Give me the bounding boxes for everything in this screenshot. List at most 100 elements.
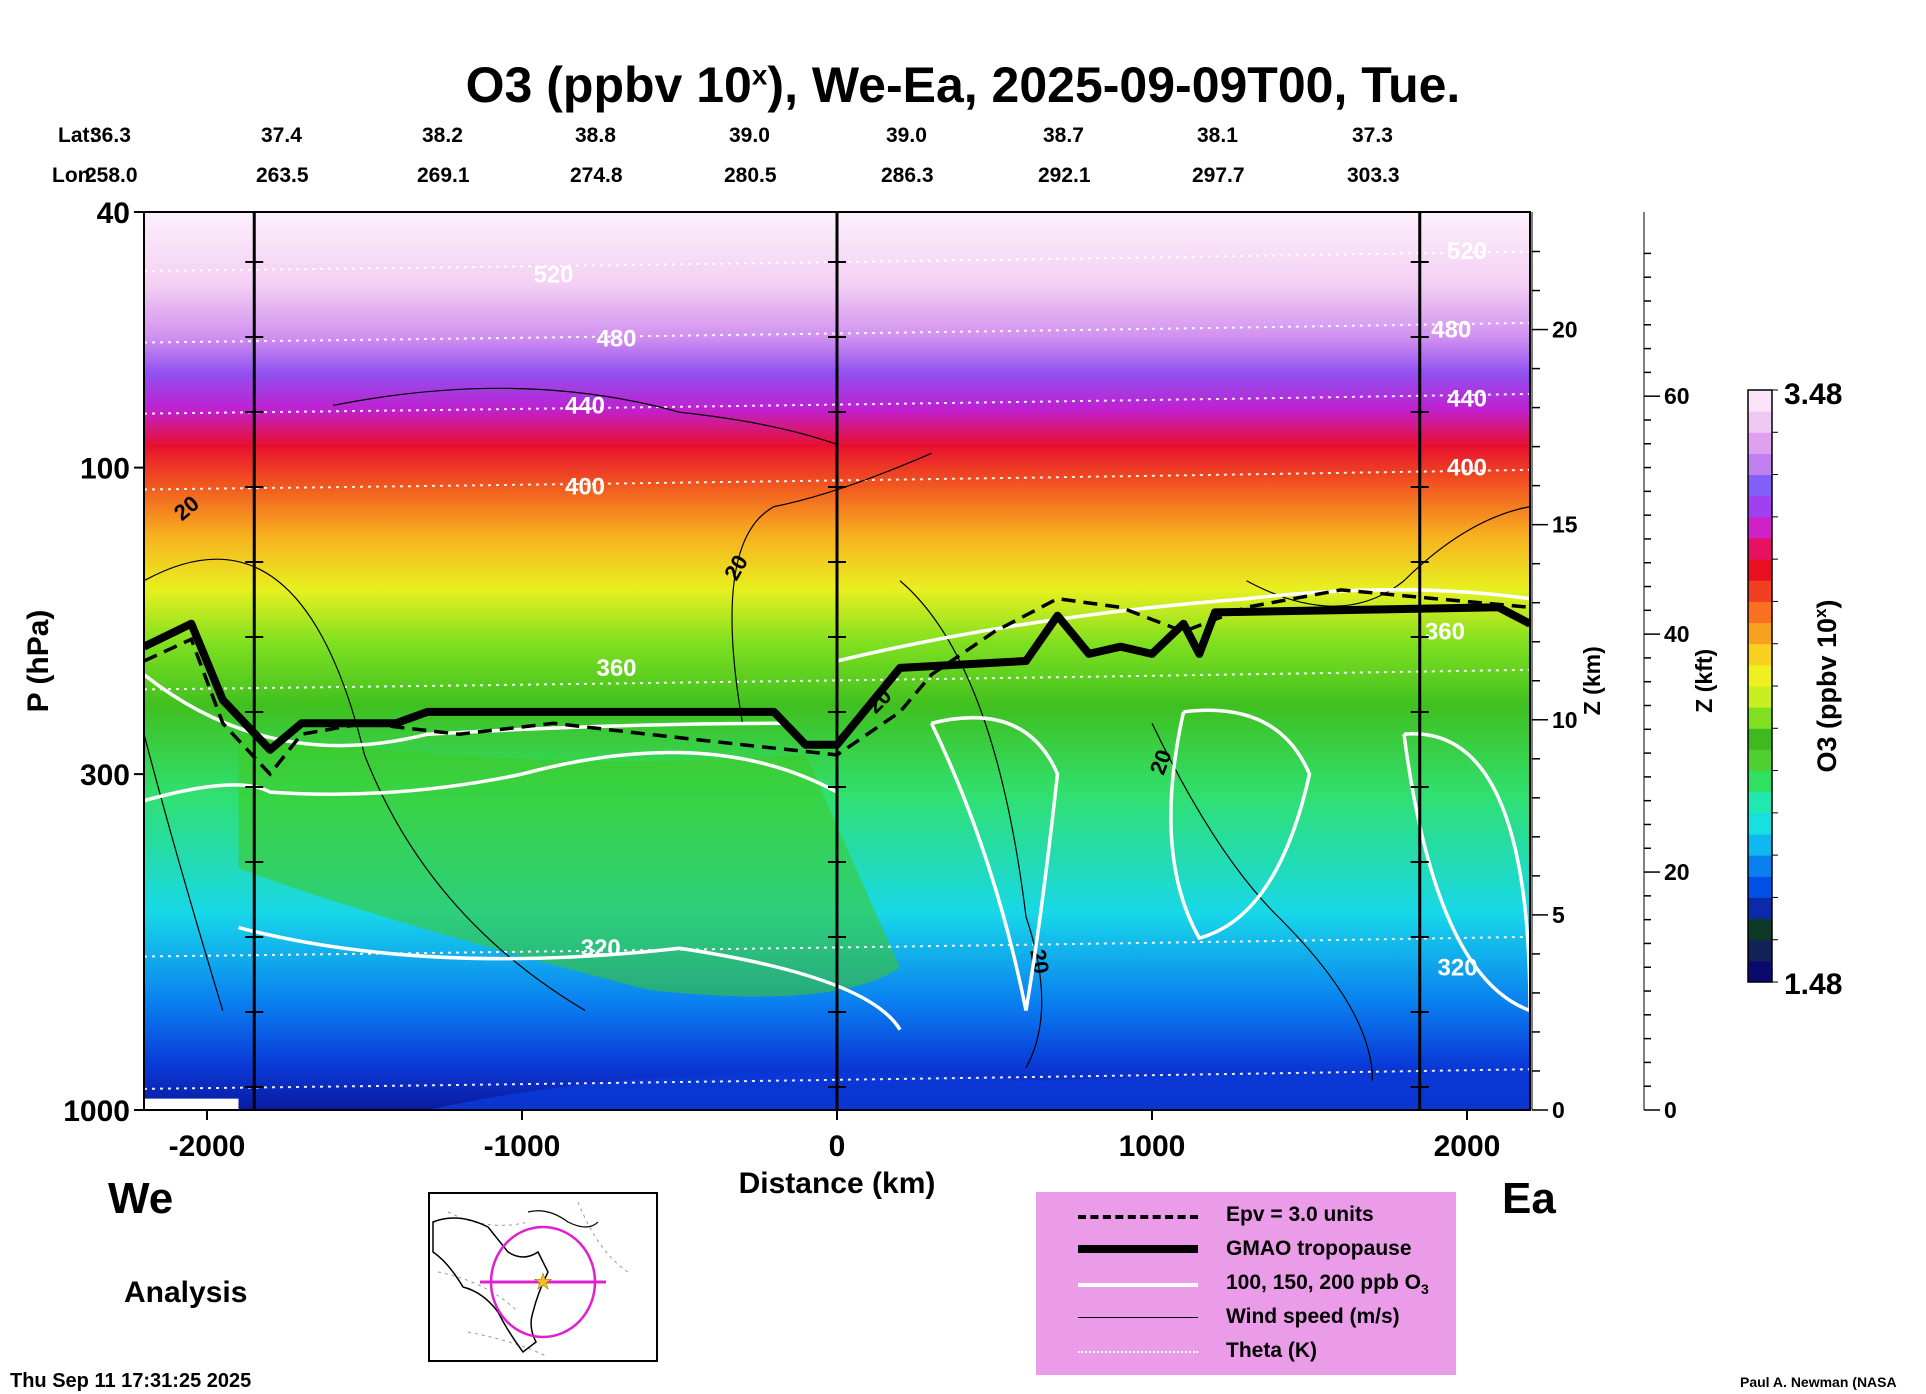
theta-label: 520 (1447, 238, 1487, 265)
x-tick-label: 2000 (1434, 1130, 1501, 1163)
colorbar-swatch (1748, 855, 1772, 877)
lat-value: 37.4 (261, 124, 302, 147)
zkm-tick-label: 10 (1552, 707, 1578, 733)
lon-value: 292.1 (1038, 164, 1091, 187)
tropospheric-green-tongue (238, 734, 900, 997)
colorbar-swatch (1748, 474, 1772, 497)
wind-contour (1246, 506, 1530, 607)
lat-value: 39.0 (886, 124, 927, 147)
colorbar-swatch (1748, 601, 1772, 624)
zkft-tick-label: 0 (1664, 1097, 1677, 1123)
lon-value: 263.5 (256, 164, 309, 187)
colorbar-swatch (1748, 770, 1772, 793)
legend-item-epv: Epv = 3.0 units (1036, 1198, 1456, 1232)
legend-item-theta: Theta (K) (1036, 1334, 1456, 1368)
lat-label: Lat: (58, 124, 97, 147)
colorbar-swatch (1748, 643, 1772, 666)
ozone-contour (144, 750, 838, 803)
legend: Epv = 3.0 units GMAO tropopause 100, 150… (1036, 1192, 1456, 1375)
colorbar-swatch (1748, 516, 1772, 539)
wind-label: 20 (1025, 947, 1054, 975)
colorbar-swatch (1748, 495, 1772, 518)
theta-label: 440 (1447, 385, 1487, 412)
below-ground-mask (144, 1098, 239, 1110)
theta-label: 360 (596, 655, 636, 682)
lon-value: 297.7 (1192, 164, 1245, 187)
lon-value: 274.8 (570, 164, 623, 187)
colorbar-swatch (1748, 664, 1772, 687)
colorbar-swatch (1748, 834, 1772, 856)
ozone-contour (144, 673, 790, 748)
colorbar-swatch (1748, 749, 1772, 772)
lat-value: 38.2 (422, 124, 463, 147)
colorbar-swatch (1748, 686, 1772, 708)
colorbar-label: O3 (ppbv 10x) (1811, 599, 1842, 772)
zkm-tick-label: 20 (1552, 317, 1578, 343)
colorbar-swatch (1748, 622, 1772, 645)
lat-value: 38.1 (1197, 124, 1238, 147)
wind-contour (1151, 722, 1374, 1081)
star-icon: ★ (533, 1269, 553, 1294)
ozone-contour (1169, 708, 1312, 941)
east-label: Ea (1502, 1174, 1556, 1223)
x-tick-label: -1000 (484, 1130, 561, 1163)
locator-map: ★ (428, 1192, 658, 1362)
theta-label: 520 (533, 261, 573, 288)
colorbar-swatch (1748, 411, 1772, 433)
colorbar-swatch (1748, 432, 1772, 454)
lat-value: 38.7 (1043, 124, 1084, 147)
zkm-tick-label: 5 (1552, 902, 1565, 928)
x-tick-label: 1000 (1119, 1130, 1186, 1163)
chart-title: O3 (ppbv 10x), We-Ea, 2025-09-09T00, Tue… (465, 57, 1461, 113)
colorbar-swatch (1748, 918, 1772, 941)
credit: Paul A. Newman (NASA (1740, 1374, 1897, 1390)
x-axis-label: Distance (km) (739, 1167, 936, 1200)
lon-label: Lon: (52, 164, 98, 187)
colorbar-swatch (1748, 390, 1772, 412)
timestamp: Thu Sep 11 17:31:25 2025 (10, 1370, 252, 1392)
lat-value: 38.8 (575, 124, 616, 147)
colorbar-swatch (1748, 580, 1772, 602)
zkm-tick-label: 0 (1552, 1097, 1565, 1123)
ozone-contour (836, 588, 1530, 663)
ozone-contour (238, 925, 902, 1031)
lat-value: 36.3 (90, 124, 131, 147)
wind-contour (144, 558, 586, 1012)
y-axis-label: P (hPa) (22, 610, 55, 713)
y-tick-label: 1000 (63, 1095, 130, 1128)
colorbar-swatch (1748, 728, 1772, 750)
zkft-tick-label: 40 (1664, 621, 1690, 647)
colorbar-swatch (1748, 791, 1772, 814)
colorbar-swatch (1748, 939, 1772, 962)
y-tick-label: 100 (80, 453, 130, 486)
ozone-contour (929, 715, 1060, 1011)
theta-label: 400 (1447, 455, 1487, 482)
wind-contour (332, 387, 838, 445)
colorbar-max-label: 3.48 (1784, 378, 1842, 411)
y-tick-label: 40 (97, 197, 130, 230)
tropopause-line (144, 603, 1530, 754)
colorbar-swatch (1748, 897, 1772, 920)
colorbar-swatch (1748, 559, 1772, 581)
lon-value: 286.3 (881, 164, 934, 187)
colorbar-swatch (1748, 876, 1772, 898)
wind-contour (731, 452, 932, 724)
colorbar-swatch (1748, 707, 1772, 729)
x-tick-label: 0 (829, 1130, 846, 1163)
theta-label: 480 (1431, 317, 1471, 344)
colorbar-swatch (1748, 538, 1772, 560)
legend-item-tropopause: GMAO tropopause (1036, 1232, 1456, 1266)
zkft-tick-label: 60 (1664, 383, 1690, 409)
lat-value: 37.3 (1352, 124, 1393, 147)
theta-label: 400 (565, 474, 605, 501)
colorbar-swatch (1748, 812, 1772, 835)
lat-value: 39.0 (729, 124, 770, 147)
lon-value: 280.5 (724, 164, 777, 187)
legend-item-o3: 100, 150, 200 ppb O3 (1036, 1266, 1456, 1300)
theta-label: 320 (581, 935, 621, 962)
theta-label: 440 (565, 392, 605, 419)
theta-label: 480 (596, 326, 636, 353)
legend-item-wind: Wind speed (m/s) (1036, 1300, 1456, 1334)
y-tick-label: 300 (80, 759, 130, 792)
boundary-layer-low-ozone (427, 1067, 1530, 1110)
